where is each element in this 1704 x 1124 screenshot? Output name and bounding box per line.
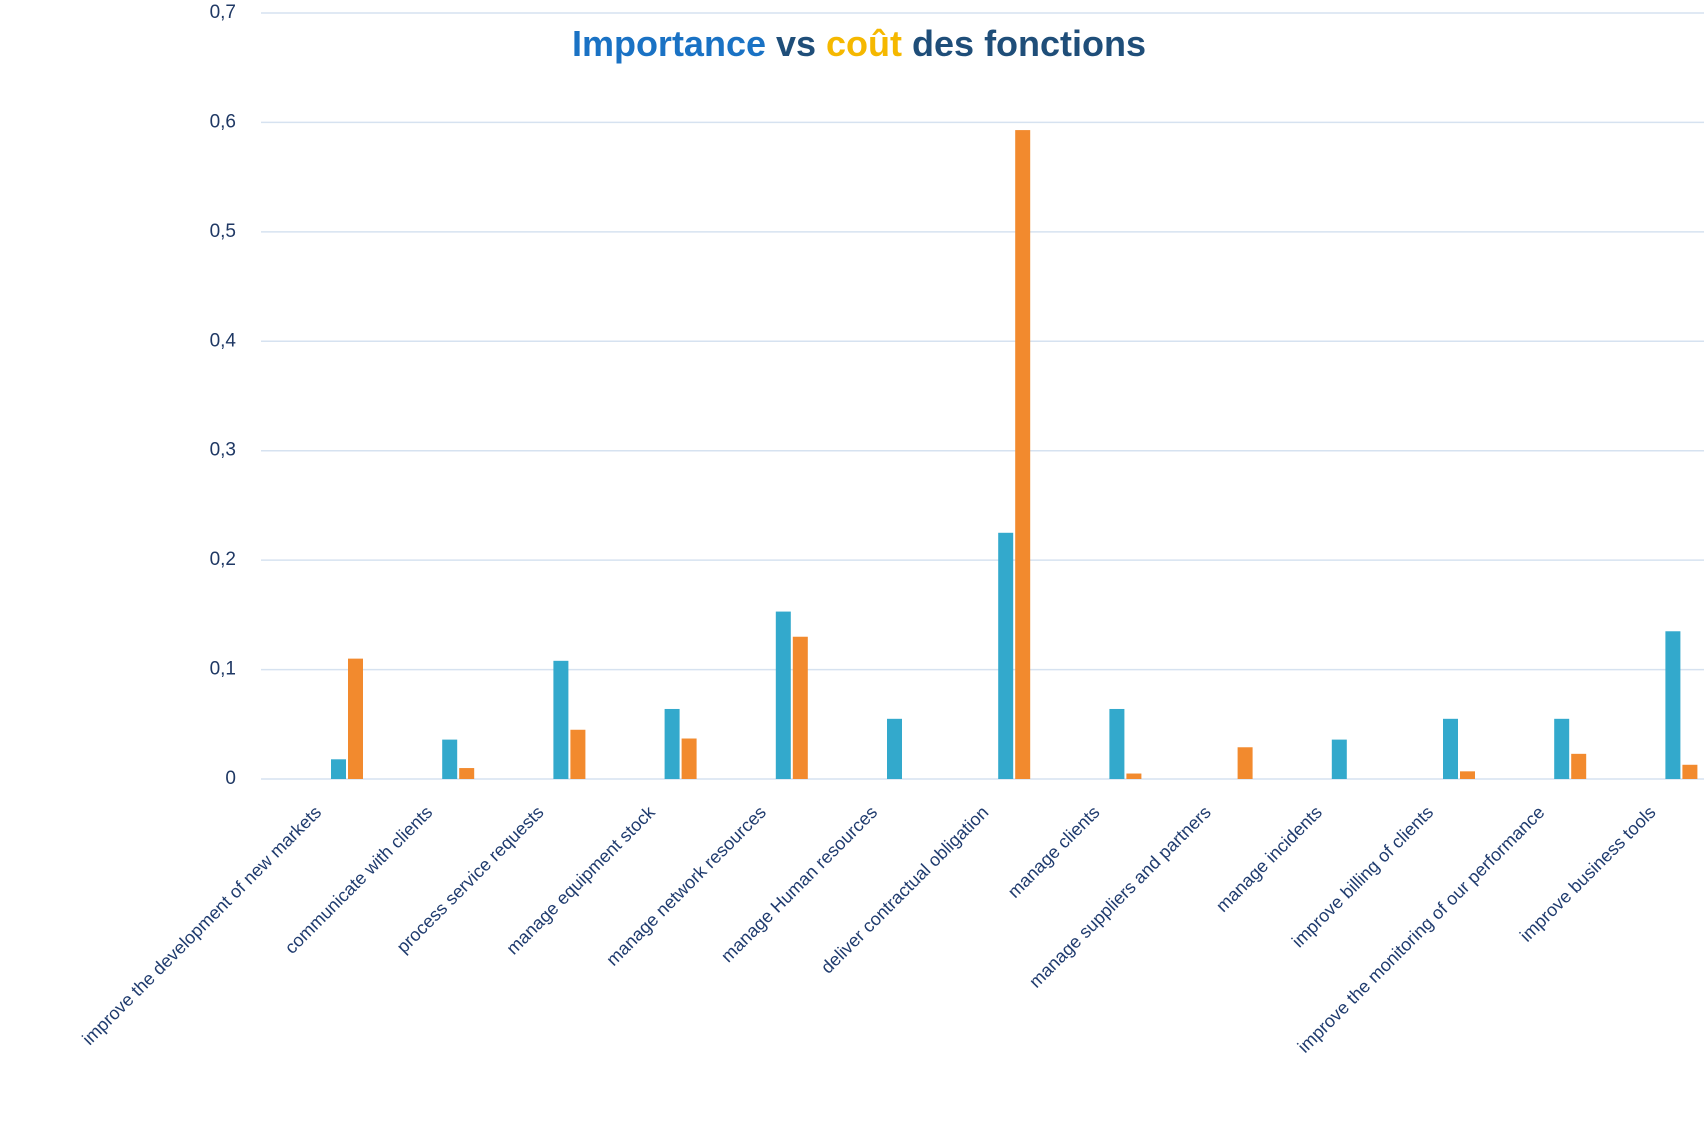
x-tick-label: manage clients	[1004, 802, 1104, 902]
bar	[792, 636, 808, 779]
bar	[887, 718, 902, 779]
y-tick-label: 0	[225, 768, 236, 789]
title-part: des fonctions	[912, 23, 1146, 64]
y-tick-label: 0,6	[210, 111, 236, 132]
bar	[775, 611, 791, 779]
bar	[331, 759, 346, 779]
bar	[348, 658, 363, 779]
chart-title: Importance vs coût des fonctions	[572, 23, 1146, 64]
x-tick-label: improve the development of new markets	[78, 802, 325, 1049]
bar	[570, 729, 586, 779]
y-tick-label: 0,7	[210, 2, 236, 23]
y-tick-label: 0,5	[210, 221, 236, 242]
bar	[459, 768, 475, 779]
y-tick-label: 0,2	[210, 549, 236, 570]
bar	[1126, 773, 1142, 779]
y-tick-label: 0,1	[210, 659, 236, 680]
bar	[1109, 708, 1125, 779]
x-tick-label: improve the monitoring of our performanc…	[1294, 802, 1549, 1057]
title-part: Importance	[572, 23, 766, 64]
bar	[681, 738, 697, 779]
bar	[1443, 718, 1458, 779]
bar	[1237, 747, 1253, 779]
bar	[1571, 753, 1587, 779]
y-tick-label: 0,4	[210, 330, 237, 351]
title-part: vs	[776, 23, 816, 64]
bar	[998, 532, 1014, 779]
bar	[1665, 631, 1681, 779]
x-tick-label: manage incidents	[1212, 802, 1326, 916]
bar	[1554, 718, 1570, 779]
y-tick-label: 0,3	[210, 440, 236, 461]
bar	[1015, 130, 1031, 780]
x-tick-label: manage suppliers and partners	[1025, 802, 1215, 992]
bar	[1460, 771, 1475, 779]
bar	[1331, 739, 1347, 779]
bar	[1682, 764, 1698, 779]
bar	[553, 660, 569, 779]
bar	[442, 739, 458, 779]
title-part: coût	[826, 23, 902, 64]
bar	[664, 708, 680, 779]
